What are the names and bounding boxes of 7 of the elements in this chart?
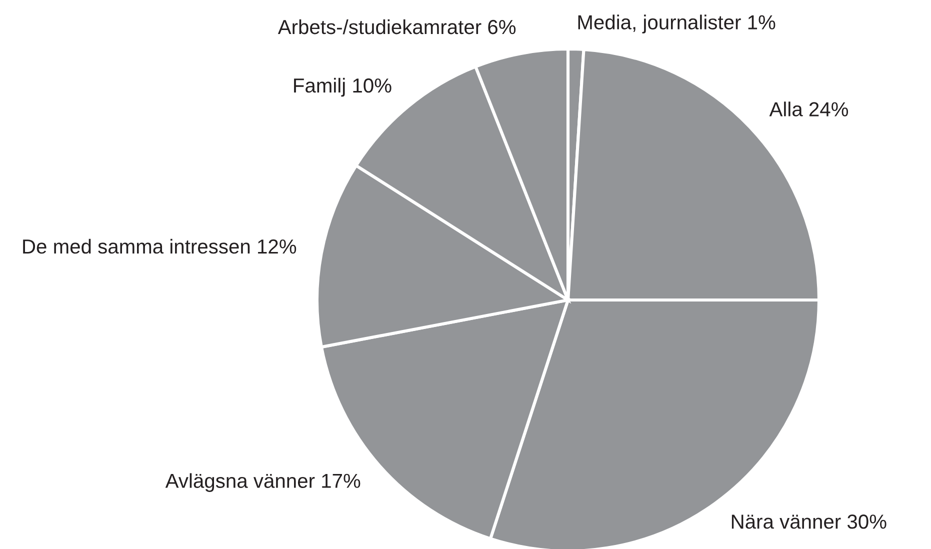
slice-label: Nära vänner 30% <box>732 514 886 529</box>
slice-label: Avlägsna vänner 17% <box>165 473 360 492</box>
slice-label: De med samma intressen 12% <box>23 238 296 254</box>
slice-label: Arbets-/studiekamrater 6% <box>278 19 516 34</box>
slice-label: Alla 24% <box>769 102 848 116</box>
slice-label: Familj 10% <box>294 78 392 97</box>
slice-label: Media, journalister 1% <box>578 14 776 34</box>
